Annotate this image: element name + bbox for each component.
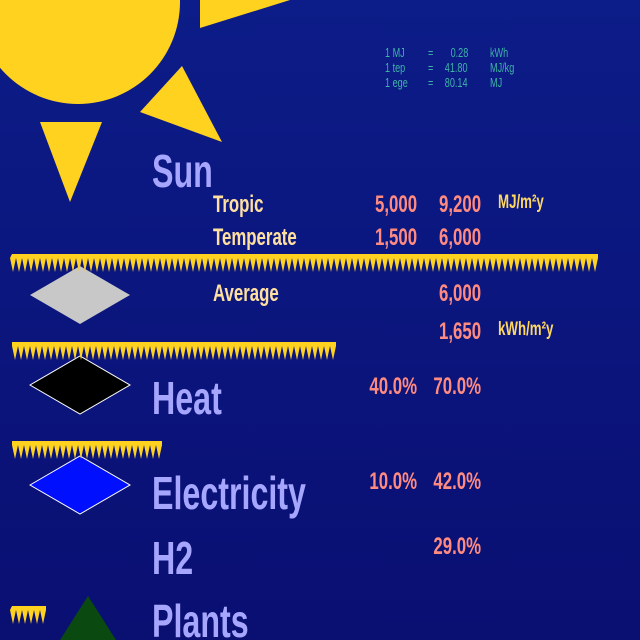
conv-text: 0.28 xyxy=(450,45,468,60)
title-text: Plants xyxy=(152,595,249,640)
num-text: 42.0% xyxy=(433,468,481,495)
conv-text: MJ/kg xyxy=(490,60,515,75)
zigzag xyxy=(10,606,46,624)
conv-text: 1 tep xyxy=(385,60,406,75)
zigzag xyxy=(12,441,162,459)
lab-text: Temperate xyxy=(213,224,297,251)
num-text: 40.0% xyxy=(369,373,417,400)
num-text: 9,200 xyxy=(438,191,481,218)
diamond xyxy=(29,355,131,415)
conv-text: = xyxy=(428,60,434,75)
conv-text: = xyxy=(428,45,434,60)
sun-ray xyxy=(200,0,290,28)
unit-text: kWh/m²y xyxy=(498,319,554,340)
conv-text: 80.14 xyxy=(445,75,468,90)
unit-text: MJ/m²y xyxy=(498,192,544,213)
conv-text: MJ xyxy=(490,75,503,90)
title-text: H2 xyxy=(152,532,194,584)
diamond xyxy=(29,455,131,515)
num-text: 1,650 xyxy=(438,318,481,345)
sun-ray xyxy=(140,66,222,142)
zigzag xyxy=(12,342,336,360)
conv-text: 1 MJ xyxy=(385,45,405,60)
sun-ray xyxy=(40,122,102,202)
conv-text: 1 ege xyxy=(385,75,408,90)
lab-text: Average xyxy=(213,280,279,307)
conv-text: kWh xyxy=(490,45,509,60)
num-text: 1,500 xyxy=(374,224,417,251)
zigzag xyxy=(10,254,598,272)
num-text: 5,000 xyxy=(374,191,417,218)
diamond xyxy=(30,266,130,324)
num-text: 29.0% xyxy=(433,533,481,560)
title-text: Sun xyxy=(152,145,213,197)
plant xyxy=(60,596,116,640)
title-text: Electricity xyxy=(152,467,306,519)
num-text: 10.0% xyxy=(369,468,417,495)
sun xyxy=(0,0,180,104)
conv-text: 41.80 xyxy=(445,60,468,75)
lab-text: Tropic xyxy=(213,191,264,218)
num-text: 6,000 xyxy=(438,224,481,251)
title-text: Heat xyxy=(152,372,222,424)
num-text: 70.0% xyxy=(433,373,481,400)
num-text: 6,000 xyxy=(438,280,481,307)
conv-text: = xyxy=(428,75,434,90)
